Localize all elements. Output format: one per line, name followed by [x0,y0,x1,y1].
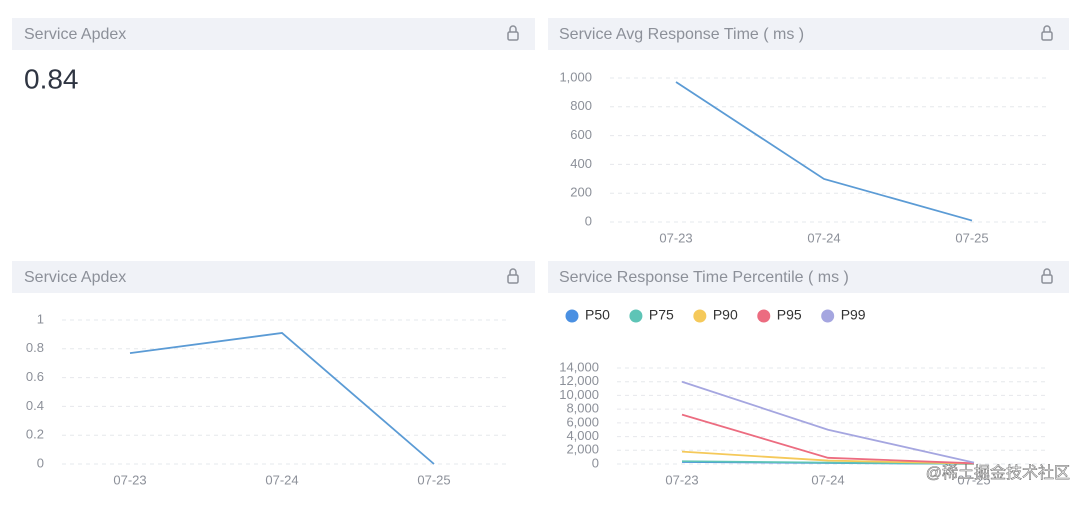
legend-label: P75 [649,307,674,323]
y-tick-label: 6,000 [566,414,599,429]
x-tick-label: 07-24 [811,472,844,487]
panel-title: Service Apdex [24,26,126,43]
series-line [681,380,975,464]
panel-title: Service Apdex [24,269,126,286]
y-tick-label: 0.4 [26,398,44,413]
y-tick-label: 1,000 [559,69,592,84]
y-tick-label: 4,000 [566,428,599,443]
panel-header [548,261,1069,293]
x-tick-label: 07-23 [665,472,698,487]
legend-label: P50 [585,307,610,323]
x-tick-label: 07-25 [955,230,988,245]
panel-title: Service Avg Response Time ( ms ) [559,26,804,43]
watermark: @稀土掘金技术社区 [926,464,1070,482]
panel-title: Service Response Time Percentile ( ms ) [559,269,849,286]
y-tick-label: 0.2 [26,427,44,442]
legend-swatch [629,309,643,323]
lock-icon[interactable] [507,268,519,284]
y-tick-label: 10,000 [559,387,599,402]
panel-header [548,18,1069,50]
y-tick-label: 12,000 [559,373,599,388]
x-tick-label: 07-24 [265,472,298,487]
y-tick-label: 400 [570,156,592,171]
y-tick-label: 800 [570,98,592,113]
y-tick-label: 0 [37,455,44,470]
panel-header [12,18,535,50]
apdex-value: 0.84 [24,63,79,94]
x-tick-label: 07-24 [807,230,840,245]
y-tick-label: 1 [37,311,44,326]
y-tick-label: 8,000 [566,401,599,416]
x-tick-label: 07-25 [957,472,990,487]
y-tick-label: 0 [585,213,592,228]
y-tick-label: 200 [570,185,592,200]
series-line [129,332,435,465]
series-line [681,450,975,465]
y-tick-label: 2,000 [566,442,599,457]
lock-icons [507,25,1053,284]
y-tick-label: 0.6 [26,369,44,384]
lock-icon[interactable] [1041,25,1053,41]
legend-label: P90 [713,307,738,323]
legend-swatch [757,309,771,323]
x-tick-label: 07-23 [113,472,146,487]
y-tick-label: 0 [592,455,599,470]
y-tick-label: 14,000 [559,359,599,374]
x-tick-label: 07-23 [659,230,692,245]
legend-swatch [693,309,707,323]
legend-label: P99 [841,307,866,323]
legend-label: P95 [777,307,802,323]
legend-swatch [821,309,835,323]
y-tick-label: 600 [570,127,592,142]
legend-swatch [565,309,579,323]
x-tick-label: 07-25 [417,472,450,487]
lock-icon[interactable] [1041,268,1053,284]
lock-icon[interactable] [507,25,519,41]
y-tick-label: 0.8 [26,340,44,355]
series-line [675,81,973,222]
panel-header [12,261,535,293]
series-line [681,413,975,465]
